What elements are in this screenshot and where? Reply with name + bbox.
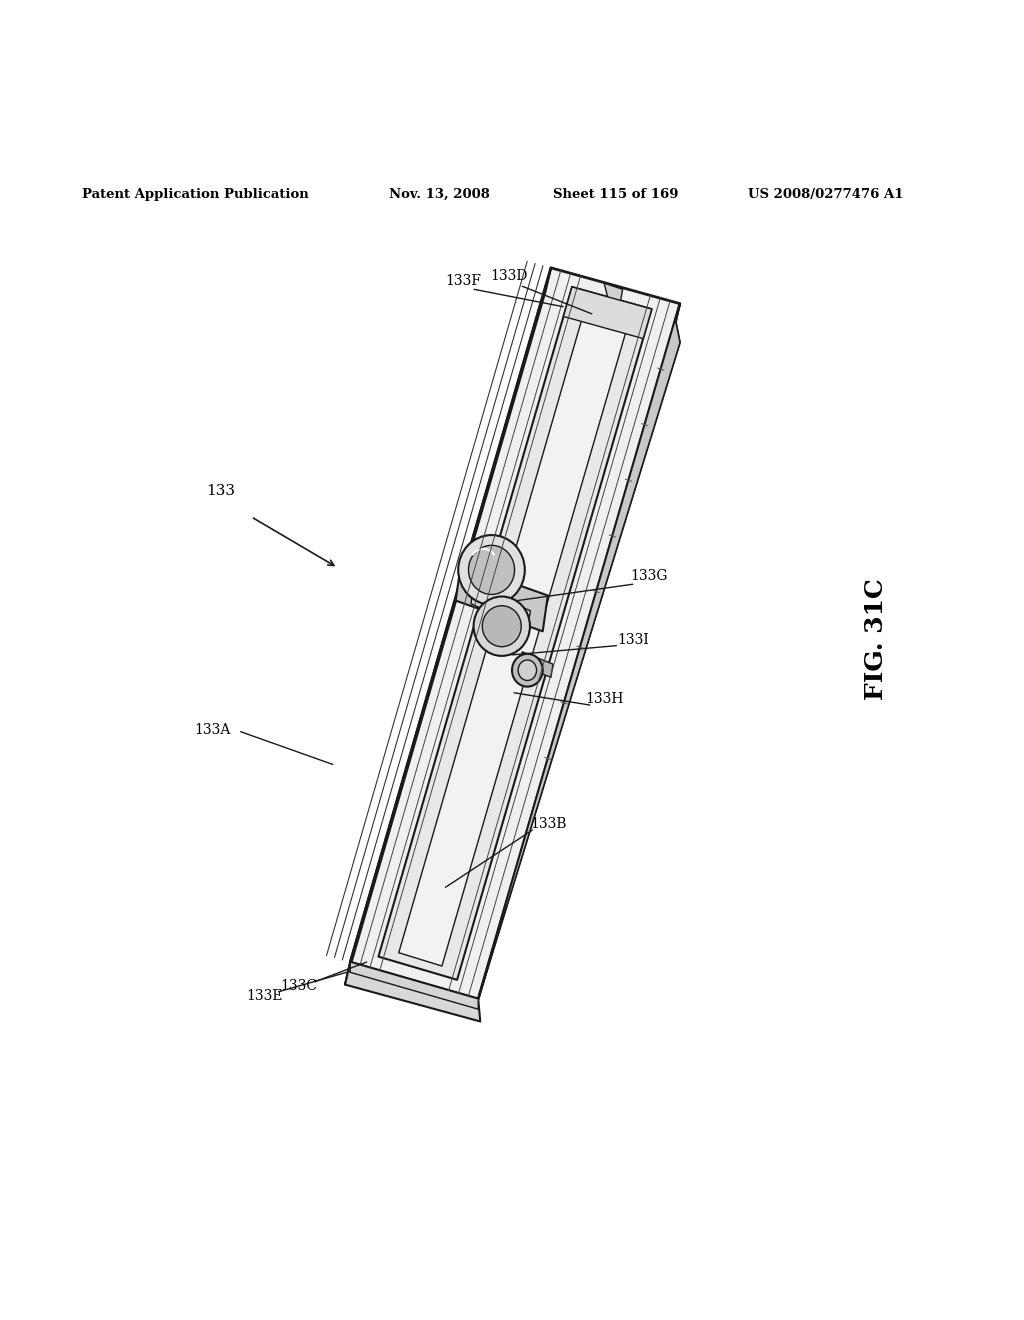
- Text: 133H: 133H: [585, 692, 624, 706]
- Text: 133: 133: [206, 484, 234, 498]
- Text: Sheet 115 of 169: Sheet 115 of 169: [553, 187, 679, 201]
- Text: 133G: 133G: [631, 569, 668, 583]
- PathPatch shape: [350, 962, 478, 1010]
- PathPatch shape: [471, 585, 530, 630]
- PathPatch shape: [478, 304, 680, 999]
- Text: Nov. 13, 2008: Nov. 13, 2008: [389, 187, 490, 201]
- PathPatch shape: [345, 962, 480, 1022]
- Ellipse shape: [482, 606, 521, 647]
- Ellipse shape: [518, 660, 537, 681]
- PathPatch shape: [345, 268, 551, 985]
- Text: 133I: 133I: [616, 632, 649, 647]
- Ellipse shape: [512, 653, 543, 686]
- PathPatch shape: [478, 304, 680, 999]
- Text: 133C: 133C: [281, 978, 317, 993]
- PathPatch shape: [350, 268, 680, 999]
- Text: 133A: 133A: [195, 722, 231, 737]
- Ellipse shape: [473, 597, 530, 656]
- PathPatch shape: [456, 565, 548, 631]
- Text: 133F: 133F: [444, 275, 481, 288]
- PathPatch shape: [379, 286, 651, 979]
- Text: 133E: 133E: [246, 989, 283, 1003]
- Text: 133B: 133B: [530, 817, 567, 830]
- Text: Patent Application Publication: Patent Application Publication: [82, 187, 308, 201]
- PathPatch shape: [604, 284, 623, 306]
- PathPatch shape: [398, 301, 632, 966]
- Ellipse shape: [468, 545, 514, 594]
- Text: FIG. 31C: FIG. 31C: [863, 578, 888, 701]
- Text: 133D: 133D: [490, 269, 527, 282]
- Text: US 2008/0277476 A1: US 2008/0277476 A1: [748, 187, 903, 201]
- PathPatch shape: [520, 652, 553, 677]
- Ellipse shape: [459, 535, 524, 605]
- PathPatch shape: [563, 286, 651, 339]
